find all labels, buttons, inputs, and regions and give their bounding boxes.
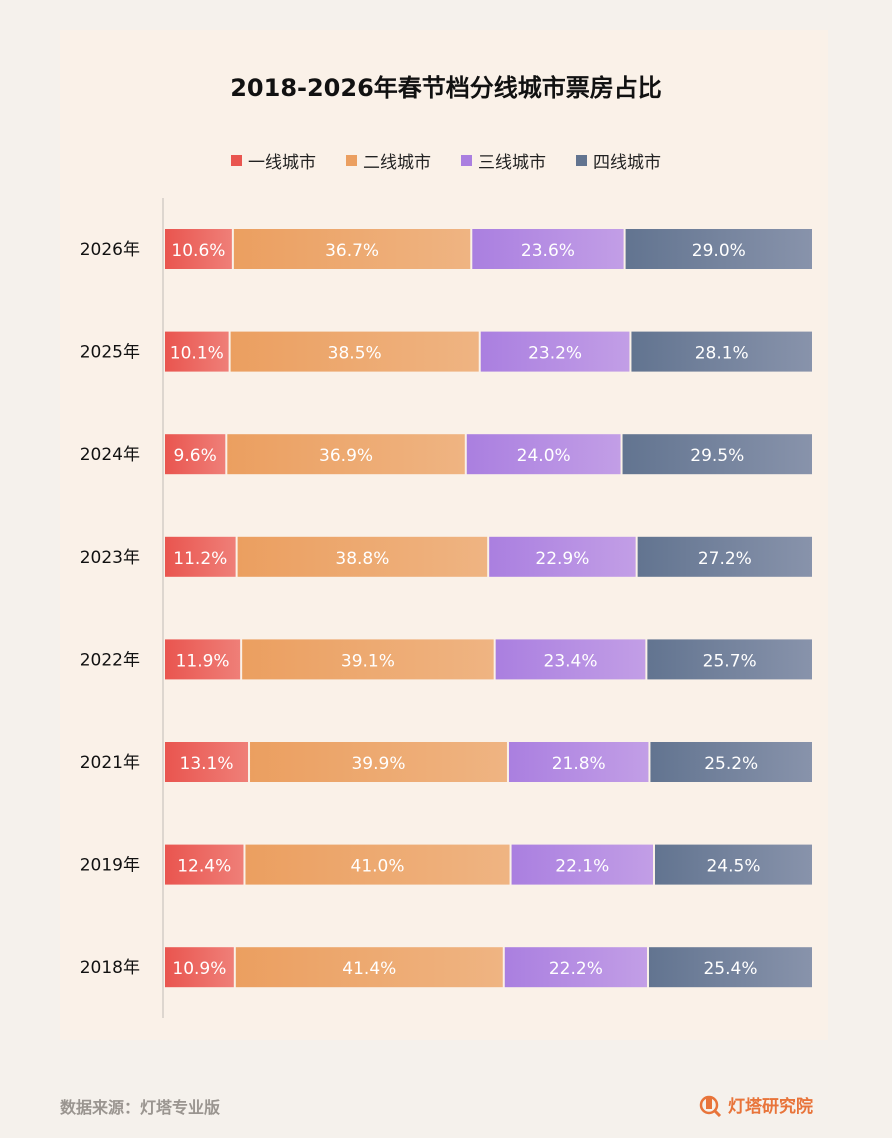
data-label: 11.9% [176,651,230,671]
legend-item: 四线城市 [576,148,661,173]
legend-label: 二线城市 [363,153,431,173]
data-label: 38.5% [328,344,382,364]
category-label: 2021年 [80,753,140,773]
data-label: 22.1% [555,857,609,877]
bar-segment [230,331,479,372]
category-label: 2026年 [80,240,140,260]
bar-segment [165,742,249,782]
bar-segment [622,434,812,475]
bar-segment [165,229,232,269]
data-label: 23.4% [544,651,598,671]
bar-segment [235,947,503,988]
data-label: 10.1% [170,344,224,364]
category-label: 2024年 [80,445,140,465]
lighthouse-magnifier-icon [699,1095,722,1117]
category-label: 2018年 [80,958,140,978]
data-label: 25.4% [703,959,757,979]
legend-label: 四线城市 [593,153,661,173]
category-label: 2025年 [80,343,140,363]
data-label: 22.2% [549,959,603,979]
legend-item: 一线城市 [231,148,316,173]
bar-segment [650,742,812,782]
legend-swatch [231,155,242,166]
data-label: 29.0% [692,241,746,261]
data-label: 24.5% [706,857,760,877]
data-label: 28.1% [695,344,749,364]
data-label: 23.6% [521,241,575,261]
data-label: 29.5% [690,446,744,466]
data-label: 36.7% [325,241,379,261]
y-axis-line [162,198,164,1018]
data-label: 23.2% [528,344,582,364]
bar-segment [165,331,229,372]
data-source: 数据来源：灯塔专业版 [60,1098,221,1117]
bar-segment [472,229,624,269]
data-label: 24.0% [517,446,571,466]
data-label: 11.2% [173,549,227,569]
bar-segment [237,536,488,577]
data-label: 36.9% [319,446,373,466]
bar-segment [648,947,812,988]
data-label: 13.1% [180,754,234,774]
bar-segment [480,331,630,372]
bar-segment [250,742,507,782]
legend-label: 三线城市 [478,153,546,173]
data-label: 25.7% [703,651,757,671]
brand-logo: 灯塔研究院 [698,1092,813,1117]
data-label: 39.1% [341,651,395,671]
legend-label: 一线城市 [248,153,316,173]
data-label: 9.6% [174,446,217,466]
bar-segment [631,331,812,372]
bar-segment [511,844,653,885]
data-label: 41.0% [351,857,405,877]
legend-swatch [461,155,472,166]
bar-segment [165,536,236,577]
data-label: 38.8% [335,549,389,569]
data-label: 21.8% [552,754,606,774]
bar-segment [227,434,465,475]
chart-title: 2018-2026年春节档分线城市票房占比 [230,74,662,102]
bar-segment [489,536,636,577]
category-label: 2023年 [80,548,140,568]
bar-segment [504,947,647,988]
legend-swatch [576,155,587,166]
category-label: 2019年 [80,856,140,876]
bar-segment [165,947,234,988]
category-label: 2022年 [80,650,140,670]
bar-segment [625,229,812,269]
bar-segment [233,229,471,269]
data-label: 27.2% [698,549,752,569]
data-label: 12.4% [177,857,231,877]
bar-segment [165,844,244,885]
bar-segment [508,742,649,782]
data-label: 22.9% [535,549,589,569]
legend-item: 三线城市 [461,148,546,173]
data-label: 41.4% [342,959,396,979]
bar-segment [165,639,241,680]
bar-segment [245,844,510,885]
bar-segment [466,434,621,475]
data-label: 10.6% [171,241,225,261]
brand-name: 灯塔研究院 [728,1097,813,1117]
data-label: 39.9% [351,754,405,774]
bar-segment [165,434,226,475]
bar-segment [495,639,646,680]
bar-segment [637,536,812,577]
bar-segment [647,639,812,680]
bar-segment [242,639,494,680]
data-label: 25.2% [704,754,758,774]
bar-segment [654,844,812,885]
data-label: 10.9% [172,959,226,979]
legend-item: 二线城市 [346,148,431,173]
legend: 一线城市 二线城市 三线城市 四线城市 [0,148,892,173]
legend-swatch [346,155,357,166]
